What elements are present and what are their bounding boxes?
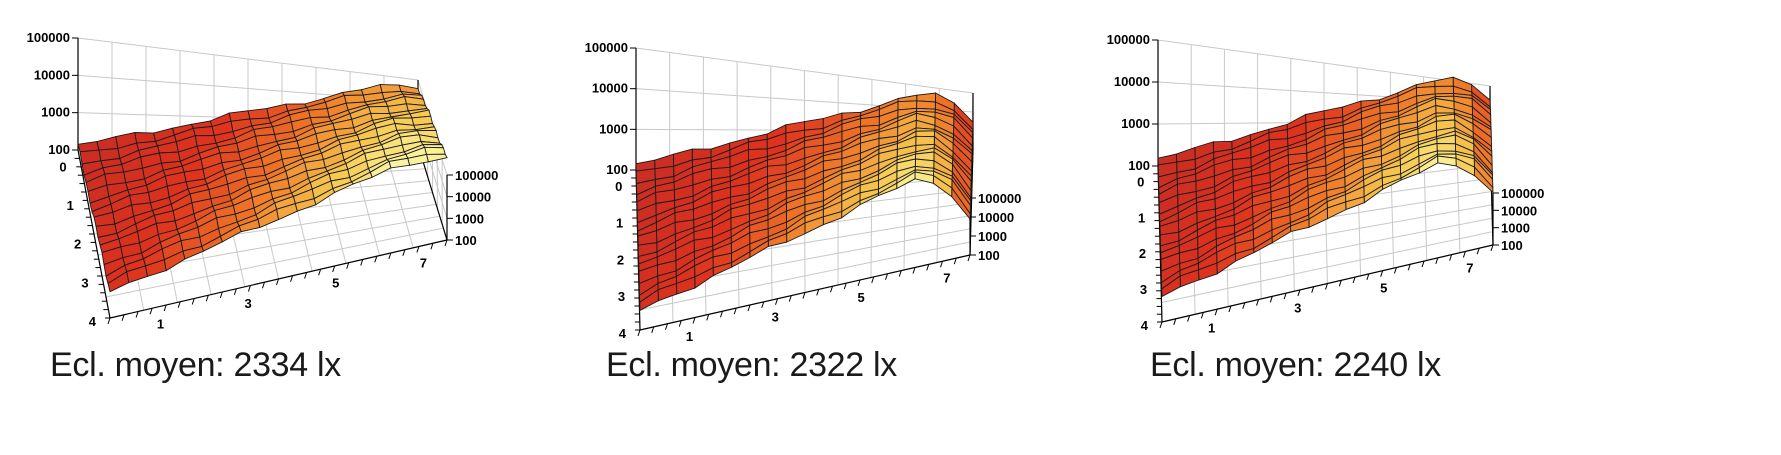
z-tick-left: 1000 — [41, 105, 70, 120]
y-tick: 1 — [157, 316, 164, 331]
z-tick-left: 100 — [1128, 158, 1150, 173]
y-tick: 5 — [1380, 280, 1387, 295]
x-tick: 1 — [616, 216, 623, 231]
surface-chart-2: 100 1000 10000 100000 100 1000 10000 100000 0 1 2 3… — [560, 0, 1120, 455]
axis-labels: 100 1000 10000 100000 100 1000 10000 100000 0 1 2 3… — [585, 40, 1022, 344]
x-tick: 2 — [617, 252, 624, 267]
surface-mesh — [635, 92, 974, 312]
z-tick-right: 100000 — [978, 191, 1021, 206]
x-tick: 2 — [74, 237, 81, 252]
y-tick: 1 — [686, 329, 693, 344]
z-tick-right: 1000 — [455, 211, 484, 226]
x-tick: 3 — [81, 275, 88, 290]
y-tick: 3 — [245, 296, 252, 311]
z-tick-left: 1000 — [599, 121, 628, 136]
x-tick: 0 — [59, 159, 66, 174]
surface-cell — [107, 270, 130, 293]
y-tick: 7 — [420, 255, 427, 270]
z-tick-right: 100 — [455, 233, 477, 248]
y-tick: 1 — [1208, 320, 1215, 335]
surface-cell — [424, 146, 446, 155]
y-tick: 7 — [943, 270, 950, 285]
axis-labels: 100 1000 10000 100000 100 1000 10000 100000 0 1 2 3… — [27, 30, 499, 331]
x-tick: 4 — [619, 326, 627, 341]
y-tick: 5 — [857, 290, 864, 305]
y-tick: 5 — [332, 276, 339, 291]
x-tick: 1 — [1138, 210, 1145, 225]
x-tick: 4 — [1141, 318, 1149, 333]
x-tick: 3 — [1140, 282, 1147, 297]
z-tick-right: 10000 — [455, 190, 491, 205]
z-tick-right: 100 — [978, 248, 1000, 263]
surface-chart-1: 100 1000 10000 100000 100 1000 10000 100000 0 1 2 3… — [0, 0, 560, 455]
z-tick-left: 100000 — [27, 30, 70, 45]
z-tick-right: 10000 — [978, 210, 1014, 225]
average-illuminance-caption-1: Ecl. moyen: 2334 lx — [50, 346, 342, 384]
z-tick-left: 10000 — [34, 67, 70, 82]
surface-mesh — [1157, 76, 1494, 298]
surface-cell — [425, 153, 448, 163]
z-tick-right: 1000 — [1501, 221, 1530, 236]
x-tick: 3 — [618, 289, 625, 304]
y-tick: 3 — [772, 309, 779, 324]
surface-cell — [247, 108, 270, 120]
surface-cell — [1434, 85, 1454, 95]
z-tick-right: 1000 — [978, 229, 1007, 244]
x-tick: 0 — [1137, 174, 1144, 189]
surface-plot-3: 100 1000 10000 100000 100 1000 10000 100000 0 1 2 3… — [1107, 32, 1545, 335]
surface-cell — [96, 136, 119, 151]
axis-labels: 100 1000 10000 100000 100 1000 10000 100000 0 1 2 3… — [1107, 32, 1545, 335]
z-tick-left: 100 — [48, 142, 70, 157]
z-tick-left: 10000 — [1114, 74, 1150, 89]
z-tick-right: 100 — [1501, 238, 1523, 253]
surface-cell — [192, 126, 215, 137]
z-tick-right: 100000 — [1501, 186, 1544, 201]
surface-plot-2: 100 1000 10000 100000 100 1000 10000 100000 0 1 2 3… — [585, 40, 1022, 344]
surface-cell — [1161, 275, 1181, 298]
z-tick-right: 100000 — [455, 168, 498, 183]
surface-mesh — [77, 83, 448, 293]
z-tick-left: 10000 — [592, 81, 628, 96]
z-tick-left: 100 — [606, 162, 628, 177]
average-illuminance-caption-2: Ecl. moyen: 2322 lx — [606, 346, 898, 384]
z-tick-right: 10000 — [1501, 203, 1537, 218]
surface-chart-3: 100 1000 10000 100000 100 1000 10000 100000 0 1 2 3… — [1080, 0, 1640, 455]
surface-cell — [639, 288, 659, 312]
x-tick: 1 — [67, 198, 74, 213]
z-tick-left: 1000 — [1121, 116, 1150, 131]
surface-cell — [368, 105, 390, 114]
x-tick: 0 — [615, 179, 622, 194]
y-tick: 3 — [1294, 300, 1301, 315]
z-tick-left: 100000 — [585, 40, 628, 55]
average-illuminance-caption-3: Ecl. moyen: 2240 lx — [1150, 346, 1442, 384]
surface-plot-1: 100 1000 10000 100000 100 1000 10000 100000 0 1 2 3… — [27, 30, 499, 331]
surface-cell — [1436, 143, 1457, 152]
x-tick: 2 — [1139, 246, 1146, 261]
surface-cell — [307, 108, 330, 119]
surface-cell — [916, 100, 936, 110]
y-tick: 7 — [1466, 260, 1473, 275]
x-tick: 4 — [89, 314, 97, 329]
surface-cell — [915, 130, 936, 138]
z-tick-left: 100000 — [1107, 32, 1150, 47]
surface-cell — [341, 89, 364, 96]
